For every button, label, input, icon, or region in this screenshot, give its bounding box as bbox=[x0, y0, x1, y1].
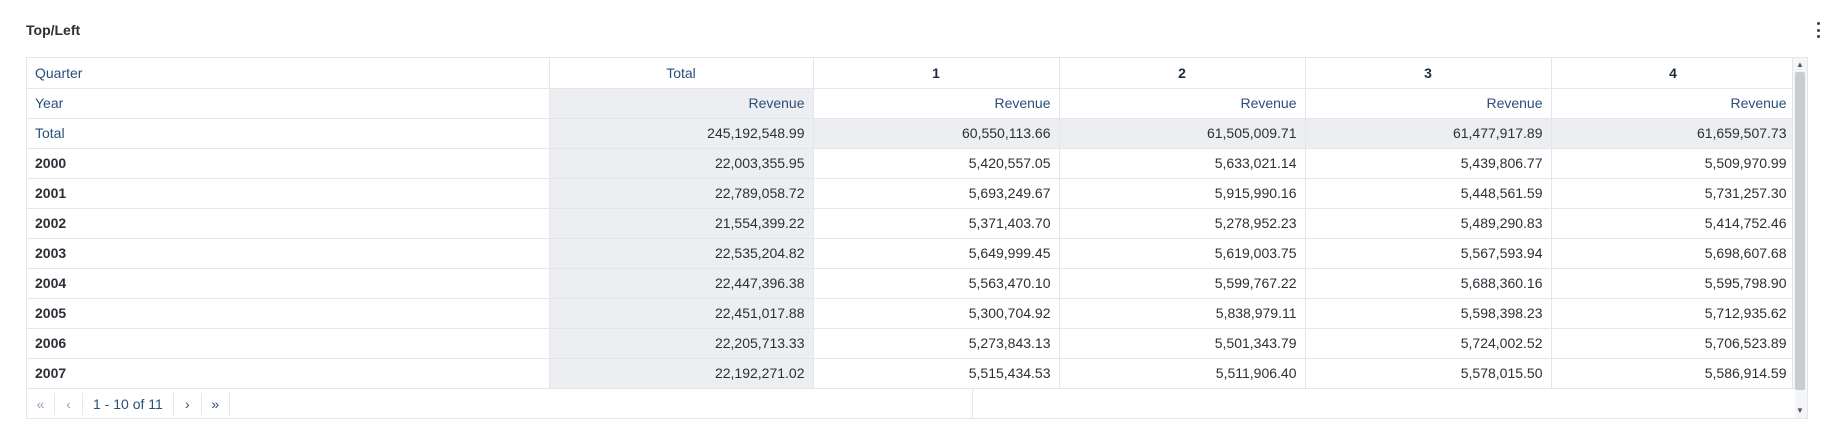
scroll-down-icon[interactable]: ▼ bbox=[1796, 406, 1804, 415]
table-row: 2004 22,447,396.38 5,563,470.10 5,599,767.2… bbox=[27, 268, 1795, 299]
value-cell[interactable]: 5,586,914.59 bbox=[1551, 358, 1795, 388]
table-row: 2002 21,554,399.22 5,371,403.70 5,278,952.2… bbox=[27, 208, 1795, 239]
value-cell[interactable]: 5,501,343.79 bbox=[1059, 328, 1306, 359]
row-label-year[interactable]: 2005 bbox=[27, 298, 550, 329]
measure-header[interactable]: Revenue bbox=[813, 88, 1060, 119]
value-cell[interactable]: 5,649,999.45 bbox=[813, 238, 1060, 269]
more-options-icon[interactable] bbox=[1810, 20, 1826, 40]
row-label-year[interactable]: 2007 bbox=[27, 358, 550, 388]
value-cell[interactable]: 5,688,360.16 bbox=[1305, 268, 1552, 299]
value-cell[interactable]: 5,598,398.23 bbox=[1305, 298, 1552, 329]
value-cell[interactable]: 5,420,557.05 bbox=[813, 148, 1060, 179]
value-cell[interactable]: 5,300,704.92 bbox=[813, 298, 1060, 329]
total-row: Total 245,192,548.99 60,550,113.66 61,505,0… bbox=[27, 118, 1795, 149]
value-cell[interactable]: 5,563,470.10 bbox=[813, 268, 1060, 299]
total-cell[interactable]: 22,003,355.95 bbox=[549, 148, 814, 179]
chevron-left-icon[interactable]: ‹ bbox=[55, 392, 83, 415]
total-cell[interactable]: 22,451,017.88 bbox=[549, 298, 814, 329]
row-label-year[interactable]: 2000 bbox=[27, 148, 550, 179]
widget-header: Top/Left bbox=[8, 2, 1830, 54]
measure-header[interactable]: Revenue bbox=[1305, 88, 1552, 119]
measure-header-row: Year Revenue Revenue Revenue Revenue Rev… bbox=[27, 88, 1795, 119]
column-header-quarter[interactable]: 2 bbox=[1059, 58, 1306, 89]
table-row: 2006 22,205,713.33 5,273,843.13 5,501,343.7… bbox=[27, 328, 1795, 359]
pagination-controls: « ‹ 1 - 10 of 11 › » bbox=[27, 389, 973, 418]
value-cell[interactable]: 5,511,906.40 bbox=[1059, 358, 1306, 388]
value-cell[interactable]: 5,633,021.14 bbox=[1059, 148, 1306, 179]
value-cell[interactable]: 5,838,979.11 bbox=[1059, 298, 1306, 329]
value-cell[interactable]: 5,698,607.68 bbox=[1551, 238, 1795, 269]
widget-title: Top/Left bbox=[26, 22, 81, 38]
value-cell[interactable]: 61,477,917.89 bbox=[1305, 118, 1552, 149]
total-cell[interactable]: 22,192,271.02 bbox=[549, 358, 814, 388]
value-cell[interactable]: 61,505,009.71 bbox=[1059, 118, 1306, 149]
value-cell[interactable]: 61,659,507.73 bbox=[1551, 118, 1795, 149]
year-dimension-header[interactable]: Year bbox=[27, 88, 550, 119]
value-cell[interactable]: 5,915,990.16 bbox=[1059, 178, 1306, 209]
pivot-body: Total 245,192,548.99 60,550,113.66 61,505,0… bbox=[27, 118, 1795, 388]
value-cell[interactable]: 5,414,752.46 bbox=[1551, 208, 1795, 239]
measure-header[interactable]: Revenue bbox=[1551, 88, 1795, 119]
table-row: 2000 22,003,355.95 5,420,557.05 5,633,021.1… bbox=[27, 148, 1795, 179]
value-cell[interactable]: 5,515,434.53 bbox=[813, 358, 1060, 388]
value-cell[interactable]: 5,595,798.90 bbox=[1551, 268, 1795, 299]
value-cell[interactable]: 5,371,403.70 bbox=[813, 208, 1060, 239]
value-cell[interactable]: 5,693,249.67 bbox=[813, 178, 1060, 209]
value-cell[interactable]: 5,567,593.94 bbox=[1305, 238, 1552, 269]
grid-viewport: Quarter Total 1 2 3 4 Year Revenue Reven… bbox=[27, 58, 1795, 388]
row-label-year[interactable]: 2001 bbox=[27, 178, 550, 209]
value-cell[interactable]: 5,509,970.99 bbox=[1551, 148, 1795, 179]
column-header-total[interactable]: Total bbox=[549, 58, 814, 89]
total-cell[interactable]: 22,205,713.33 bbox=[549, 328, 814, 359]
value-cell[interactable]: 60,550,113.66 bbox=[813, 118, 1060, 149]
row-label-year[interactable]: 2002 bbox=[27, 208, 550, 239]
total-cell[interactable]: 21,554,399.22 bbox=[549, 208, 814, 239]
row-label-year[interactable]: 2003 bbox=[27, 238, 550, 269]
total-cell[interactable]: 22,789,058.72 bbox=[549, 178, 814, 209]
pivot-table: Quarter Total 1 2 3 4 Year Revenue Reven… bbox=[27, 58, 1795, 388]
vertical-scrollbar[interactable]: ▲ ▼ bbox=[1792, 58, 1807, 418]
pivot-widget: Top/Left Quarter Total 1 2 3 4 bbox=[8, 2, 1830, 430]
column-header-quarter[interactable]: 4 bbox=[1551, 58, 1795, 89]
table-row: 2005 22,451,017.88 5,300,704.92 5,838,979.1… bbox=[27, 298, 1795, 329]
column-header-row: Quarter Total 1 2 3 4 bbox=[27, 58, 1795, 89]
double-chevron-left-icon[interactable]: « bbox=[27, 392, 55, 415]
column-header-quarter[interactable]: 1 bbox=[813, 58, 1060, 89]
chevron-right-icon[interactable]: › bbox=[174, 392, 202, 415]
total-cell[interactable]: 245,192,548.99 bbox=[549, 118, 814, 149]
table-row: 2007 22,192,271.02 5,515,434.53 5,511,906.4… bbox=[27, 358, 1795, 388]
value-cell[interactable]: 5,278,952.23 bbox=[1059, 208, 1306, 239]
value-cell[interactable]: 5,439,806.77 bbox=[1305, 148, 1552, 179]
row-label-year[interactable]: 2004 bbox=[27, 268, 550, 299]
value-cell[interactable]: 5,731,257.30 bbox=[1551, 178, 1795, 209]
value-cell[interactable]: 5,712,935.62 bbox=[1551, 298, 1795, 329]
total-cell[interactable]: 22,447,396.38 bbox=[549, 268, 814, 299]
table-row: 2003 22,535,204.82 5,649,999.45 5,619,003.7… bbox=[27, 238, 1795, 269]
total-cell[interactable]: 22,535,204.82 bbox=[549, 238, 814, 269]
row-label-year[interactable]: 2006 bbox=[27, 328, 550, 359]
value-cell[interactable]: 5,706,523.89 bbox=[1551, 328, 1795, 359]
pagination-bar: « ‹ 1 - 10 of 11 › » bbox=[27, 388, 1795, 418]
scroll-up-icon[interactable]: ▲ bbox=[1796, 60, 1804, 69]
table-row: 2001 22,789,058.72 5,693,249.67 5,915,990.1… bbox=[27, 178, 1795, 209]
row-dimension-header[interactable]: Quarter bbox=[27, 58, 550, 89]
double-chevron-right-icon[interactable]: » bbox=[202, 392, 230, 415]
value-cell[interactable]: 5,619,003.75 bbox=[1059, 238, 1306, 269]
value-cell[interactable]: 5,273,843.13 bbox=[813, 328, 1060, 359]
column-header-quarter[interactable]: 3 bbox=[1305, 58, 1552, 89]
measure-header[interactable]: Revenue bbox=[1059, 88, 1306, 119]
value-cell[interactable]: 5,599,767.22 bbox=[1059, 268, 1306, 299]
scroll-thumb[interactable] bbox=[1795, 72, 1805, 390]
row-label-total[interactable]: Total bbox=[27, 118, 550, 149]
pivot-grid: Quarter Total 1 2 3 4 Year Revenue Reven… bbox=[26, 57, 1808, 419]
page-range-text: 1 - 10 of 11 bbox=[83, 392, 174, 415]
value-cell[interactable]: 5,448,561.59 bbox=[1305, 178, 1552, 209]
value-cell[interactable]: 5,489,290.83 bbox=[1305, 208, 1552, 239]
measure-header[interactable]: Revenue bbox=[549, 88, 814, 119]
value-cell[interactable]: 5,578,015.50 bbox=[1305, 358, 1552, 388]
value-cell[interactable]: 5,724,002.52 bbox=[1305, 328, 1552, 359]
